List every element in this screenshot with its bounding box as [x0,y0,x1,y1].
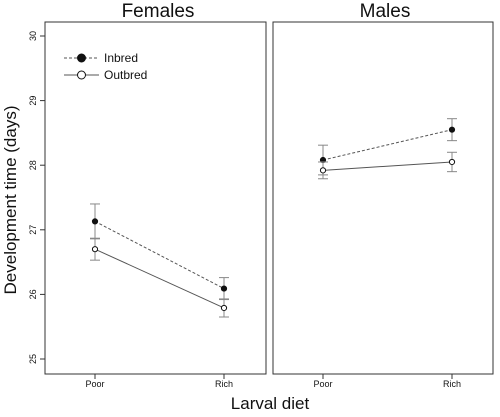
x-tick-label: Rich [443,379,461,389]
y-tick-label: 30 [28,31,38,41]
legend-label: Inbred [104,51,138,65]
legend-filled-circle-icon [77,53,86,63]
y-tick-label: 29 [28,96,38,106]
panel-frame [44,21,267,375]
panels-layer: 25 26 27 28 29 30 Females Poor Rich Males Poor Rich… [28,1,494,389]
outbred-series-line [94,248,225,309]
x-tick-label: Poor [313,379,332,389]
outbred-point [91,246,99,253]
inbred-series-line [94,220,225,290]
inbred-point [220,285,228,292]
x-axis-title: Larval diet [231,394,310,413]
outbred-point [220,304,228,312]
panel-title: Males [360,1,411,22]
inbred-point [91,218,99,225]
legend-open-circle-icon [77,70,86,80]
outbred-point [448,158,456,166]
y-tick-label: 26 [28,289,38,299]
legend-label: Outbred [104,68,147,82]
y-tick-label: 28 [28,160,38,170]
panel-frame [272,21,494,375]
panel-title: Females [122,1,195,22]
y-axis-title: Development time (days) [1,106,20,295]
y-tick-label: 25 [28,354,38,364]
x-tick-label: Rich [215,379,233,389]
inbred-series-line [322,129,453,161]
x-tick-label: Poor [85,379,104,389]
inbred-point [448,126,456,133]
y-tick-label: 27 [28,225,38,235]
outbred-point [319,167,327,174]
outbred-series-line [322,161,453,171]
